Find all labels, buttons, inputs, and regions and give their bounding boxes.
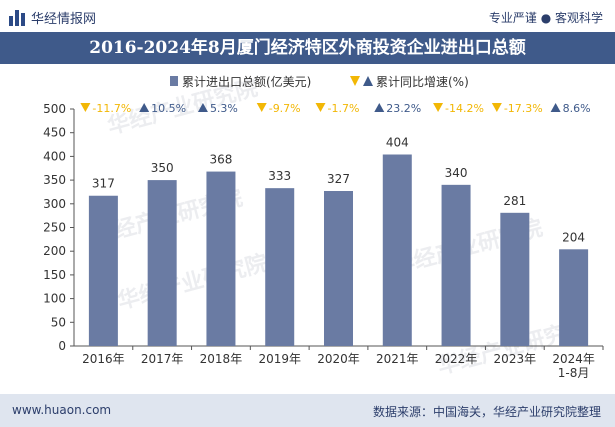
chart-title: 2016-2024年8月厦门经济特区外商投资企业进出口总额 [89,38,526,58]
down-arrow-icon [315,103,326,112]
down-arrow-icon [256,103,267,112]
growth-label: 10.5% [151,102,186,115]
bar-value-label: 317 [92,177,115,191]
legend-down-arrow-icon [350,76,360,86]
chart-area: 华经产业研究院华经产业研究院华经产业研究院华经产业研究院华经产业研究院05010… [0,64,615,394]
y-tick-label: 300 [43,197,66,211]
brand-name: 华经情报网 [31,12,97,27]
y-tick-label: 350 [43,173,66,187]
x-tick-label: 2024年 [552,352,595,366]
growth-label: -11.7% [92,102,131,115]
x-tick-label: 2022年 [435,352,478,366]
y-tick-label: 50 [51,315,66,329]
bar-value-label: 340 [445,166,468,180]
growth-label: -17.3% [504,102,543,115]
legend-swatch-total [170,76,178,86]
bar [147,180,177,346]
x-tick-label: 2018年 [200,352,243,366]
bar [88,195,118,346]
up-arrow-icon [197,103,208,112]
bar [441,184,471,346]
bar [382,154,412,346]
bar [500,212,530,346]
brand: 华经情报网 [9,8,96,27]
bar-value-label: 281 [503,194,526,208]
growth-label: 5.3% [210,102,238,115]
bar [324,191,353,346]
down-arrow-icon [433,103,444,112]
watermark: 华经产业研究院 [115,250,270,315]
growth-label: -14.2% [445,102,484,115]
x-tick-label: 2021年 [376,352,419,366]
y-tick-label: 150 [43,268,66,282]
x-tick-label: 2016年 [82,352,125,366]
growth-label: -1.7% [328,102,360,115]
bar-value-label: 368 [209,153,232,167]
bar [559,249,589,346]
legend-label-growth: 累计同比增速(%) [376,75,469,89]
legend-label-total: 累计进出口总额(亿美元) [182,74,311,89]
y-tick-label: 400 [43,149,66,163]
footer: www.huaon.com 数据来源：中国海关，华经产业研究院整理 [0,394,615,427]
y-tick-label: 200 [43,244,66,258]
growth-label: -9.7% [269,102,301,115]
y-tick-label: 500 [43,102,66,116]
logo-icon [9,9,25,26]
bar-value-label: 404 [386,136,409,150]
y-tick-label: 250 [43,221,66,235]
bar-value-label: 350 [151,161,174,175]
y-tick-label: 450 [43,126,66,140]
x-tick-label: 1-8月 [558,366,590,380]
legend-up-arrow-icon [363,76,373,86]
bar-value-label: 333 [268,169,291,183]
bar-chart: 华经产业研究院华经产业研究院华经产业研究院华经产业研究院华经产业研究院05010… [43,74,604,380]
growth-label: 23.2% [386,102,421,115]
down-arrow-icon [80,103,91,112]
x-tick-label: 2023年 [494,352,537,366]
website: www.huaon.com [12,403,112,417]
y-tick-label: 0 [58,339,66,353]
x-tick-label: 2020年 [317,352,360,366]
up-arrow-icon [374,103,385,112]
growth-label: 8.6% [563,102,591,115]
down-arrow-icon [491,103,502,112]
y-tick-label: 100 [43,292,66,306]
x-tick-label: 2017年 [141,352,184,366]
up-arrow-icon [139,103,150,112]
bar [265,188,295,346]
bar-value-label: 327 [327,172,350,186]
tagline: 专业严谨 ● 客观科学 [488,11,603,25]
top-bar: 华经情报网 专业严谨 ● 客观科学 [0,0,615,32]
up-arrow-icon [550,103,561,112]
bar-value-label: 204 [562,230,585,244]
data-source: 数据来源：中国海关，华经产业研究院整理 [372,405,601,419]
title-bar: 2016-2024年8月厦门经济特区外商投资企业进出口总额 [0,32,615,64]
bar [206,171,236,346]
x-tick-label: 2019年 [258,352,301,366]
